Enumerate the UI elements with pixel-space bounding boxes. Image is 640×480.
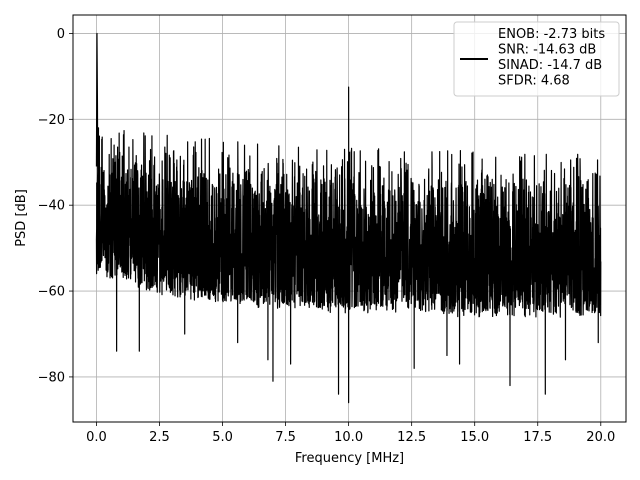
x-axis-title: Frequency [MHz] — [295, 451, 404, 466]
y-axis-ticks: 0 −20 −40 −60 −80 — [38, 27, 73, 385]
legend-entry: SINAD: -14.7 dB — [498, 58, 602, 73]
x-tick-label: 20.0 — [586, 430, 615, 445]
x-tick-label: 2.5 — [149, 430, 170, 445]
plot-frame — [72, 14, 627, 423]
legend-box — [453, 21, 620, 97]
legend-entry: SFDR: 4.68 — [498, 74, 570, 89]
psd-series-line — [95, 32, 602, 404]
y-tick-label: −20 — [38, 113, 65, 128]
legend-entry: SNR: -14.63 dB — [498, 43, 596, 58]
series-layer — [95, 32, 602, 404]
legend-entry: ENOB: -2.73 bits — [498, 27, 605, 42]
x-tick-label: 17.5 — [523, 430, 552, 445]
x-tick-label: 0.0 — [86, 430, 107, 445]
y-tick-label: 0 — [57, 27, 65, 42]
x-tick-label: 5.0 — [212, 430, 233, 445]
x-axis-ticks: 0.0 2.5 5.0 7.5 10.0 12.5 15.0 17.5 20.0 — [86, 422, 615, 445]
y-tick-label: −60 — [38, 285, 65, 300]
y-tick-label: −80 — [38, 370, 65, 385]
y-axis-title: PSD [dB] — [14, 189, 29, 247]
x-tick-label: 15.0 — [460, 430, 489, 445]
x-tick-label: 12.5 — [397, 430, 426, 445]
x-tick-label: 7.5 — [275, 430, 296, 445]
y-tick-label: −40 — [38, 199, 65, 214]
x-tick-label: 10.0 — [334, 430, 363, 445]
